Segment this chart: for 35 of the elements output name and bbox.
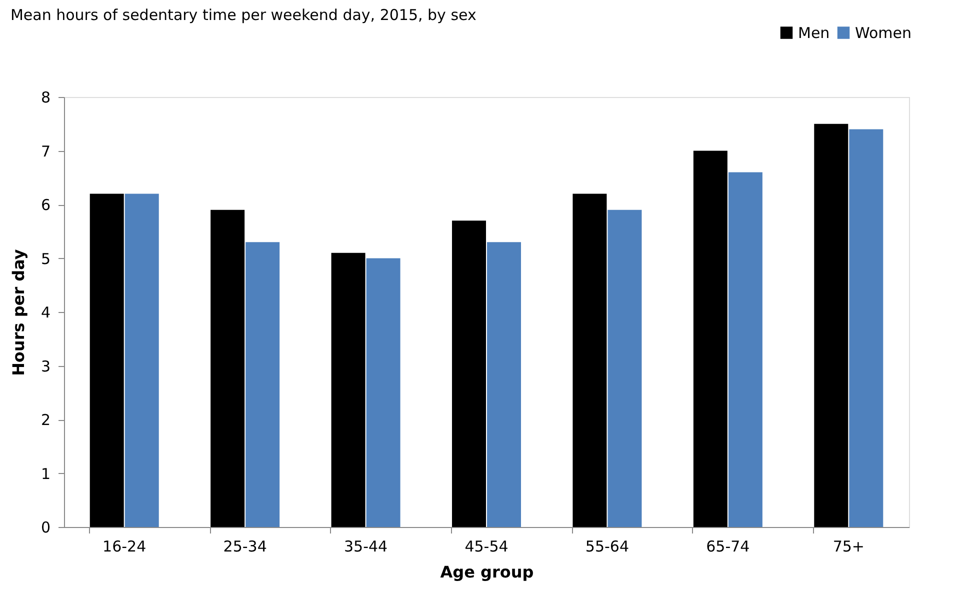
bar (728, 172, 762, 527)
y-tick-label: 8 (40, 88, 50, 106)
y-tick-label: 3 (40, 357, 50, 376)
bar (849, 129, 884, 527)
x-tick-label: 55-64 (585, 538, 630, 556)
x-tick-label: 75+ (832, 538, 864, 556)
x-tick-label: 16-24 (102, 538, 146, 556)
bar (608, 210, 642, 527)
bar (487, 242, 522, 527)
bar (331, 252, 366, 527)
bar (124, 194, 159, 527)
y-tick-label: 7 (40, 142, 50, 160)
y-tick-label: 0 (40, 518, 50, 536)
y-tick-label: 1 (40, 464, 50, 483)
bar (210, 210, 245, 527)
chart-title: Mean hours of sedentary time per weekend day, 2015, by sex (10, 6, 476, 24)
bar (90, 194, 124, 527)
y-tick-label: 6 (40, 196, 50, 214)
x-tick-label: 25-34 (223, 538, 267, 556)
x-tick-label: 35-44 (344, 538, 388, 556)
x-tick-label: 65-74 (706, 538, 750, 556)
legend-label: Women (855, 24, 912, 42)
y-tick-label: 4 (40, 304, 50, 322)
y-axis-title: Hours per day (8, 248, 28, 376)
legend-label: Men (798, 24, 830, 42)
y-tick-label: 5 (40, 250, 50, 268)
bar (366, 258, 400, 527)
bar (814, 124, 848, 527)
x-axis-title: Age group (440, 562, 534, 582)
y-tick-label: 2 (40, 411, 50, 429)
bar (246, 242, 280, 527)
bar (693, 150, 728, 527)
x-tick-label: 45-54 (464, 538, 508, 556)
bar (572, 194, 607, 527)
bar (452, 220, 486, 527)
